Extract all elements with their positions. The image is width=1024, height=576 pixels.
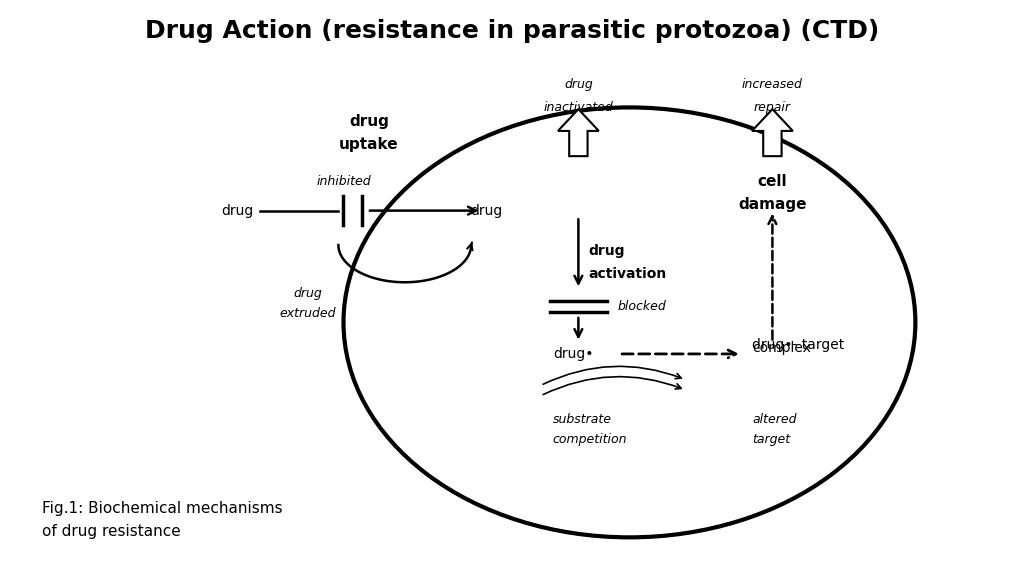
Polygon shape [558, 109, 599, 156]
Text: increased: increased [742, 78, 803, 91]
Text: Fig.1: Biochemical mechanisms: Fig.1: Biochemical mechanisms [42, 501, 283, 516]
Text: drug: drug [564, 78, 593, 91]
Text: complex: complex [752, 341, 811, 355]
Text: repair: repair [754, 101, 791, 114]
Text: drug: drug [470, 203, 503, 218]
Text: drug: drug [589, 244, 625, 257]
Text: Drug Action (resistance in parasitic protozoa) (CTD): Drug Action (resistance in parasitic pro… [144, 18, 880, 43]
FancyArrowPatch shape [543, 377, 681, 395]
Text: damage: damage [738, 198, 807, 213]
Text: drug•: drug• [553, 347, 593, 361]
Text: inhibited: inhibited [316, 176, 371, 188]
Polygon shape [752, 109, 793, 156]
Text: drug: drug [349, 114, 389, 129]
Text: cell: cell [758, 175, 787, 190]
Text: altered: altered [752, 414, 797, 426]
Text: inactivated: inactivated [544, 101, 613, 114]
Text: drug•- target: drug•- target [752, 338, 844, 353]
Text: extruded: extruded [280, 307, 336, 320]
Text: activation: activation [589, 267, 667, 281]
Text: uptake: uptake [339, 137, 398, 152]
Text: target: target [752, 433, 791, 446]
Text: drug: drug [294, 287, 323, 300]
Text: drug: drug [221, 203, 253, 218]
FancyArrowPatch shape [543, 366, 681, 384]
Text: competition: competition [553, 433, 628, 446]
Text: substrate: substrate [553, 414, 612, 426]
Text: blocked: blocked [617, 300, 666, 313]
Text: of drug resistance: of drug resistance [42, 524, 181, 539]
